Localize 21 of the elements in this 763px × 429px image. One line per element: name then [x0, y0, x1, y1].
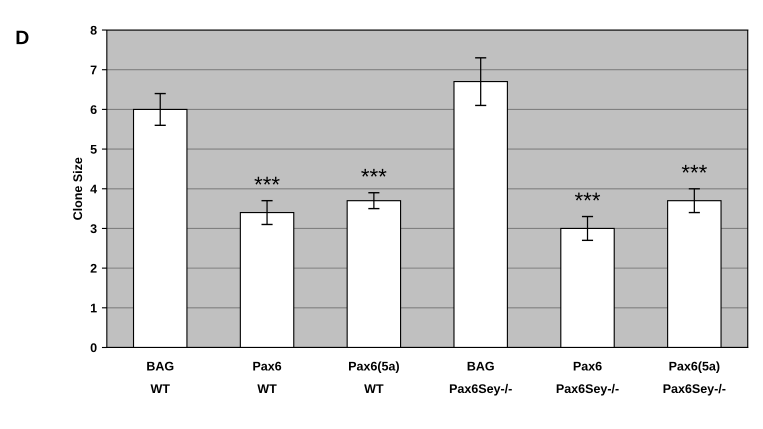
x-tick-label: Pax6 WT [253, 362, 282, 393]
annotation: *** [254, 176, 280, 185]
y-tick-label: 6 [90, 105, 97, 114]
text: D [16, 30, 28, 44]
y-tick-label: 5 [90, 145, 97, 154]
y-tick-label: 1 [90, 304, 97, 312]
x-tick-label: Pax6(5a) WT [348, 361, 399, 393]
annotation: *** [574, 192, 600, 200]
annotation: *** [682, 164, 707, 173]
annotation: *** [361, 168, 386, 177]
y-tick-label: 2 [90, 264, 97, 273]
y-tick-label: 3 [90, 224, 97, 234]
y-axis-title: Clone Size [72, 158, 82, 220]
x-tick-label: BAG WT [147, 362, 174, 393]
y-tick-label: 8 [90, 26, 97, 35]
y-tick-label: 4 [90, 184, 98, 194]
y-tick-label: 7 [90, 66, 97, 74]
y-tick-label: 0 [90, 343, 97, 352]
x-tick-label: Pax6 Pax6Sey-/- [556, 362, 619, 396]
x-tick-label: Pax6(5a) Pax6Sey-/- [664, 361, 726, 396]
x-tick-label: BAG Pax6Sey-/- [450, 362, 512, 396]
